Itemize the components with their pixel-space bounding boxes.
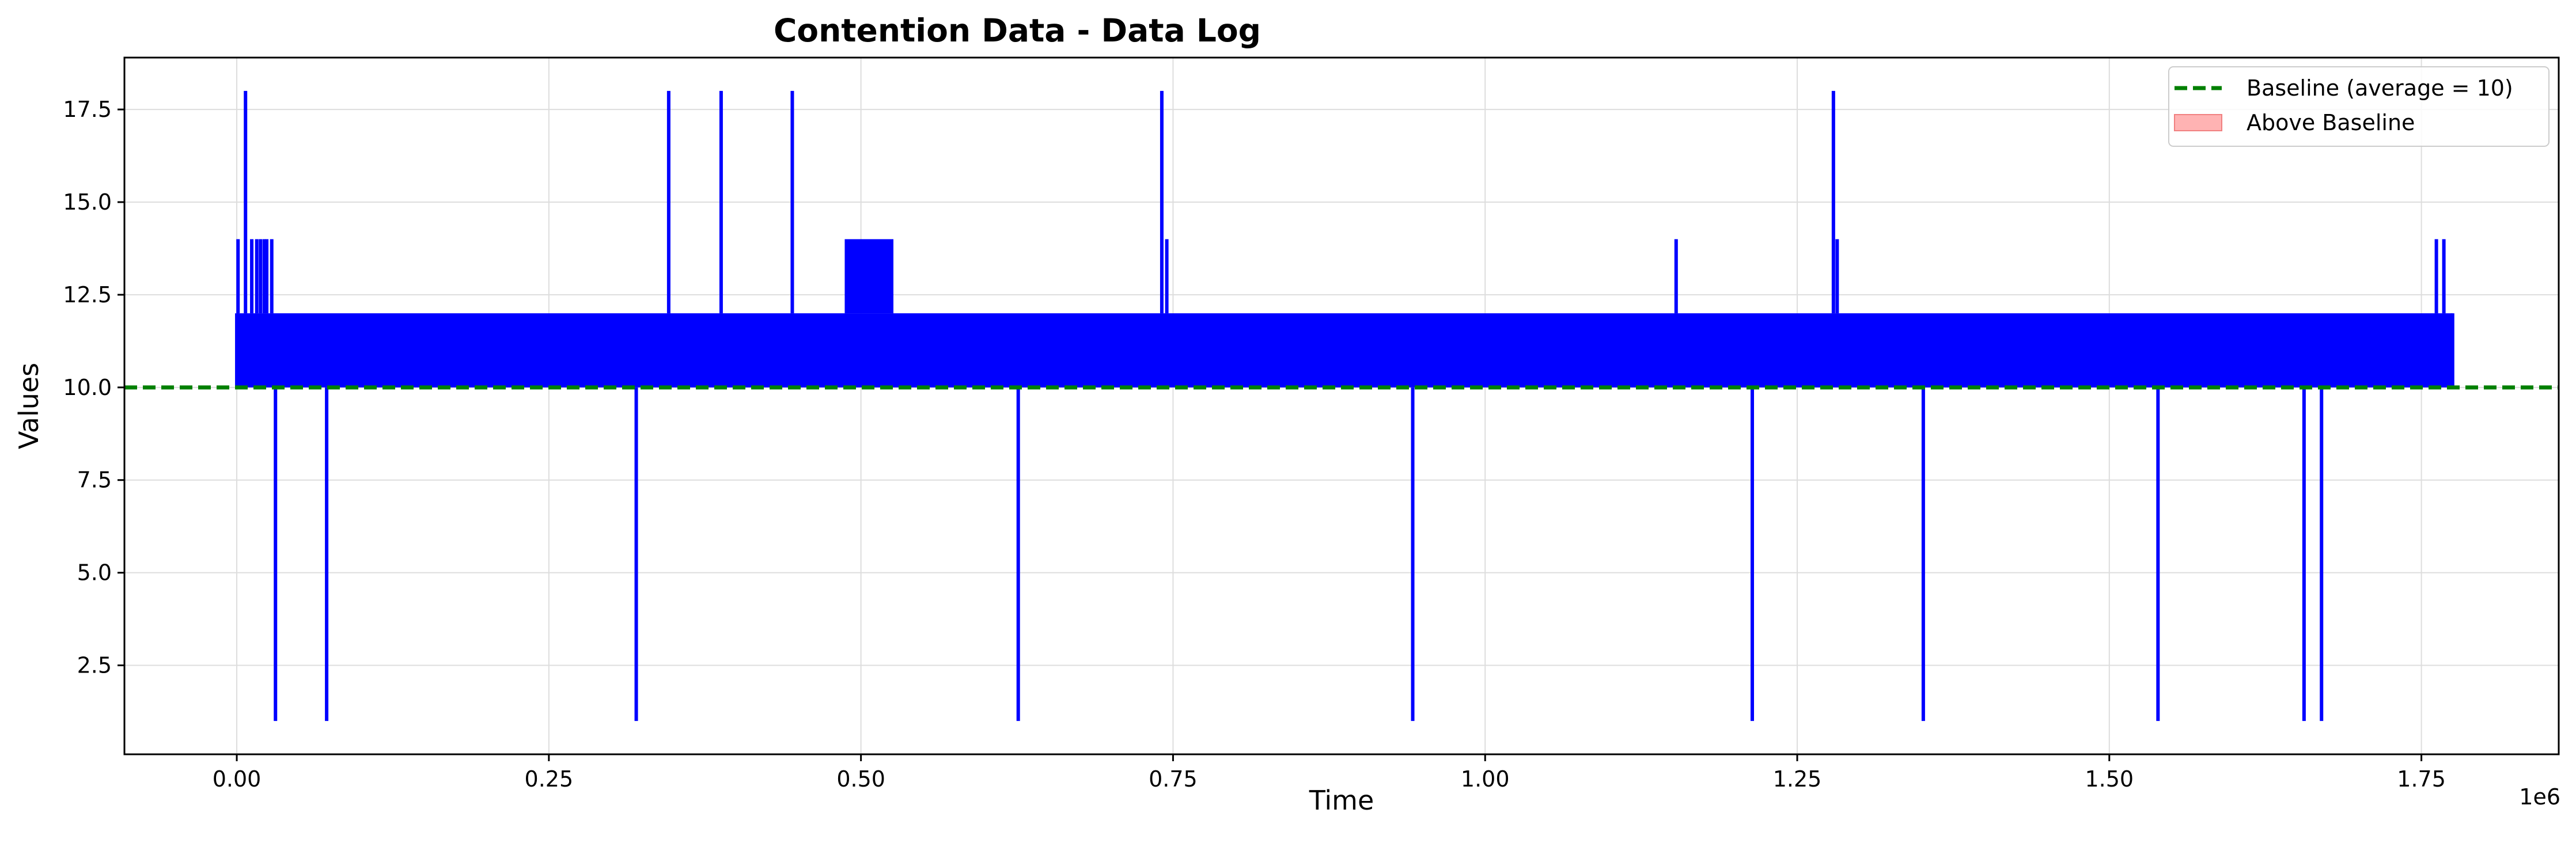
y-tick-label: 15.0 bbox=[63, 189, 112, 215]
oscillation-band bbox=[237, 313, 2453, 388]
x-tick-label: 1.25 bbox=[1773, 766, 1822, 792]
x-tick-label: 0.50 bbox=[836, 766, 885, 792]
x-tick-label: 1.75 bbox=[2397, 766, 2446, 792]
chart-title: Contention Data - Data Log bbox=[774, 12, 1261, 49]
legend-above-swatch bbox=[2174, 114, 2222, 131]
y-tick-label: 17.5 bbox=[63, 97, 112, 122]
y-axis-label: Values bbox=[13, 363, 44, 449]
legend-above-label: Above Baseline bbox=[2247, 110, 2415, 135]
y-tick-label: 7.5 bbox=[77, 468, 112, 493]
y-tick-label: 2.5 bbox=[77, 653, 112, 678]
y-tick-label: 10.0 bbox=[63, 375, 112, 400]
axes: 0.00 0.25 0.50 0.75 1.00 1.25 1.50 1.75 2.5 5.0 7.… bbox=[63, 97, 2446, 792]
x-tick-label: 0.75 bbox=[1149, 766, 1198, 792]
grid bbox=[124, 58, 2559, 754]
legend: Baseline (average = 10) Above Baseline bbox=[2168, 66, 2550, 147]
data-series bbox=[235, 90, 2454, 721]
x-axis-label: Time bbox=[1309, 785, 1374, 816]
x-tick-label: 0.00 bbox=[213, 766, 262, 792]
legend-baseline-label: Baseline (average = 10) bbox=[2247, 75, 2513, 101]
y-tick-label: 5.0 bbox=[77, 560, 112, 586]
x-tick-label: 1.00 bbox=[1461, 766, 1510, 792]
x-tick-label: 1.50 bbox=[2085, 766, 2134, 792]
x-axis-offset: 1e6 bbox=[2519, 784, 2560, 810]
dense-spike-block bbox=[844, 239, 893, 314]
x-tick-label: 0.25 bbox=[525, 766, 574, 792]
plot-frame bbox=[123, 56, 2560, 755]
y-tick-label: 12.5 bbox=[63, 282, 112, 307]
legend-box bbox=[2168, 66, 2550, 147]
